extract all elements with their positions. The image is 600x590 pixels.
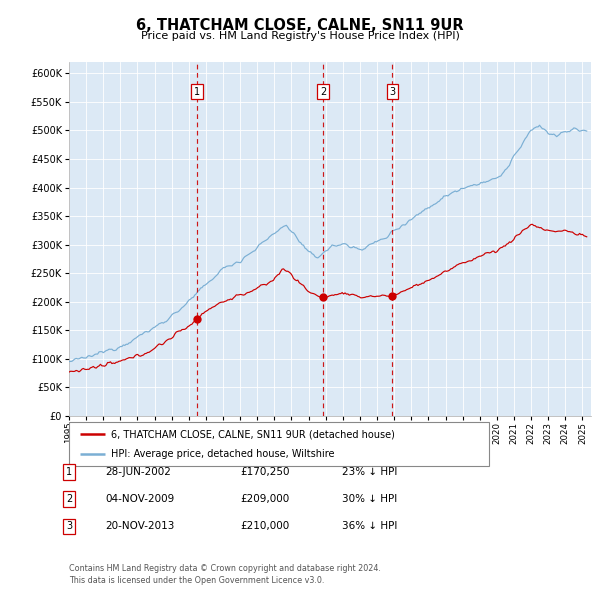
Text: 28-JUN-2002: 28-JUN-2002 (105, 467, 171, 477)
Text: 30% ↓ HPI: 30% ↓ HPI (342, 494, 397, 504)
Text: 23% ↓ HPI: 23% ↓ HPI (342, 467, 397, 477)
Text: Contains HM Land Registry data © Crown copyright and database right 2024.
This d: Contains HM Land Registry data © Crown c… (69, 565, 381, 585)
Text: 2: 2 (66, 494, 72, 504)
Text: £209,000: £209,000 (240, 494, 289, 504)
Text: HPI: Average price, detached house, Wiltshire: HPI: Average price, detached house, Wilt… (111, 449, 335, 458)
Text: 1: 1 (66, 467, 72, 477)
Text: 2: 2 (320, 87, 326, 97)
Text: 04-NOV-2009: 04-NOV-2009 (105, 494, 174, 504)
Text: 6, THATCHAM CLOSE, CALNE, SN11 9UR (detached house): 6, THATCHAM CLOSE, CALNE, SN11 9UR (deta… (111, 430, 395, 439)
Text: 36% ↓ HPI: 36% ↓ HPI (342, 522, 397, 531)
Text: 1: 1 (194, 87, 200, 97)
FancyBboxPatch shape (69, 422, 489, 466)
Text: Price paid vs. HM Land Registry's House Price Index (HPI): Price paid vs. HM Land Registry's House … (140, 31, 460, 41)
Text: 6, THATCHAM CLOSE, CALNE, SN11 9UR: 6, THATCHAM CLOSE, CALNE, SN11 9UR (136, 18, 464, 32)
Text: £170,250: £170,250 (240, 467, 290, 477)
Text: 20-NOV-2013: 20-NOV-2013 (105, 522, 175, 531)
Text: 3: 3 (66, 522, 72, 531)
Text: 3: 3 (389, 87, 395, 97)
Text: £210,000: £210,000 (240, 522, 289, 531)
